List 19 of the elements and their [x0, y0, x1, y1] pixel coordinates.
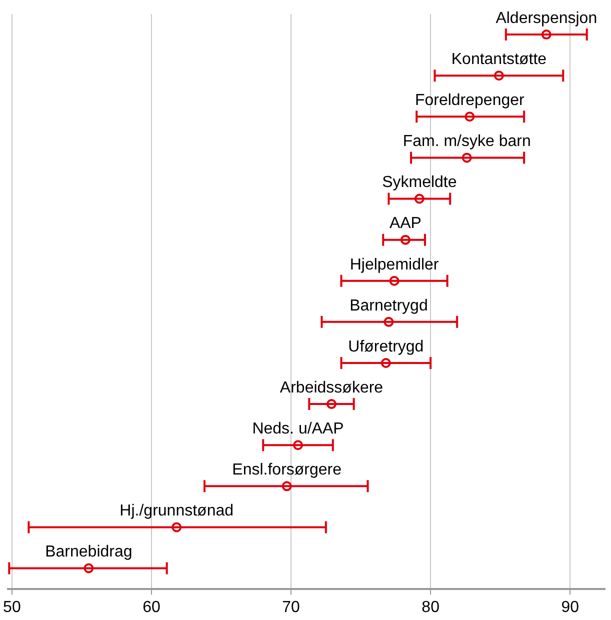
x-tick-label: 70 — [282, 598, 300, 616]
x-tick-label: 80 — [422, 598, 440, 616]
y-tick-label: Arbeidssøkere — [280, 379, 384, 396]
y-tick-label: Barnetrygd — [350, 297, 428, 314]
y-tick-label: Neds. u/AAP — [252, 420, 344, 438]
x-tick-label: 60 — [142, 598, 160, 616]
x-tick-label: 90 — [561, 598, 580, 616]
y-tick-label: Ensl.forsørgere — [232, 462, 342, 479]
y-tick-label: AAP — [389, 215, 422, 232]
y-tick-label: Uføretrygd — [348, 338, 424, 356]
y-tick-label: Alderspensjon — [496, 10, 598, 27]
x-tick-label: 50 — [3, 598, 21, 616]
y-tick-label: Fam. m/syke barn — [402, 133, 531, 150]
y-tick-label: Barnebidrag — [45, 544, 132, 561]
y-tick-label: Kontantstøtte — [451, 50, 547, 68]
y-tick-label: Hjelpemidler — [350, 256, 440, 274]
y-tick-label: Sykmeldte — [382, 174, 457, 192]
y-tick-label: Hj./grunnstønad — [120, 502, 234, 520]
y-tick-label: Foreldrepenger — [414, 92, 526, 110]
